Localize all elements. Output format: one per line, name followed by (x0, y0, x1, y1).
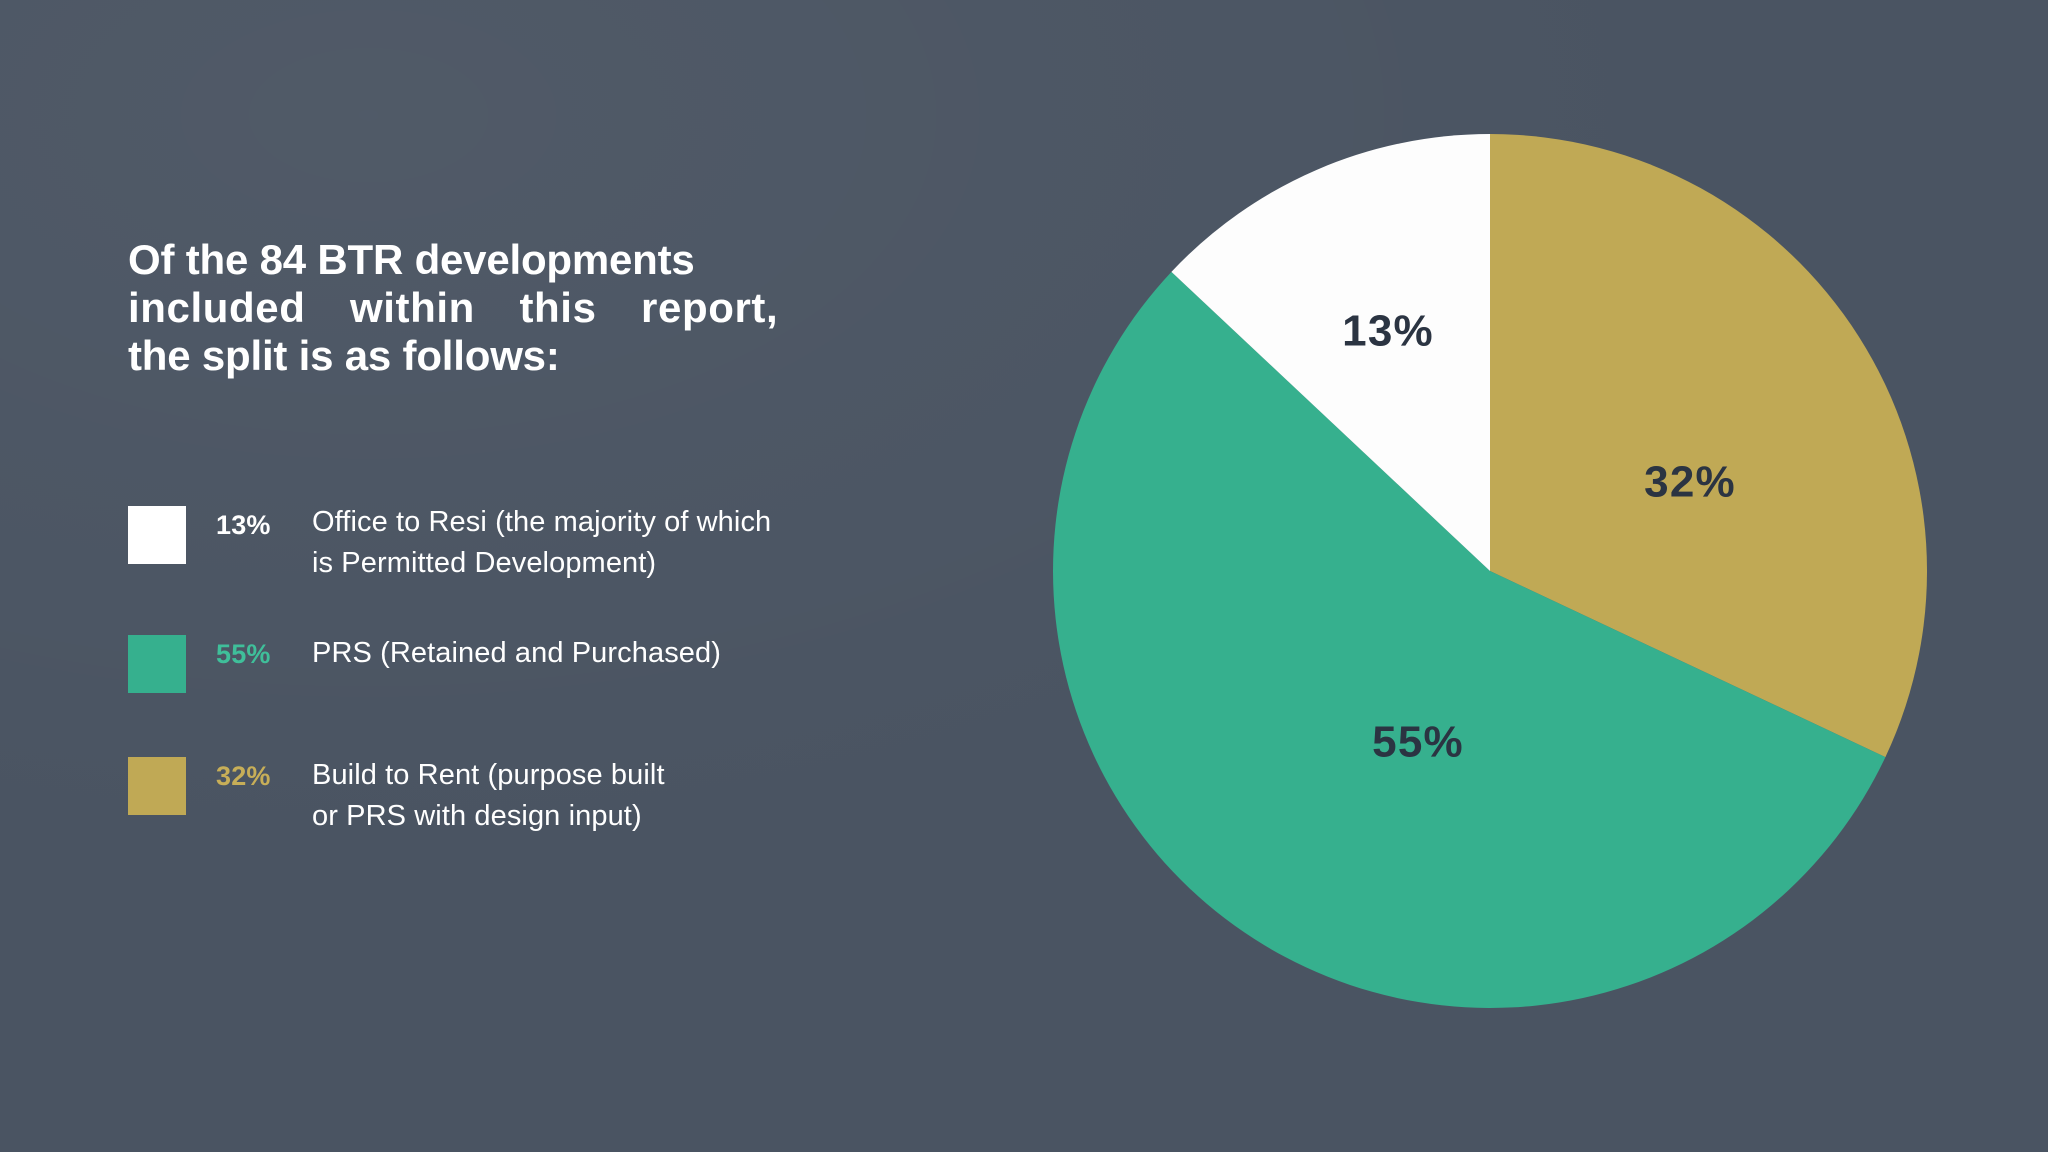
pie-slice[interactable] (1490, 134, 1927, 758)
pie-slice-group (1053, 134, 1927, 1008)
left-panel: Of the 84 BTR developments included with… (128, 236, 968, 380)
legend-swatch-icon (128, 757, 186, 816)
chart-legend: 13% Office to Resi (the majority of whic… (128, 490, 988, 836)
legend-percent: 32% (216, 761, 271, 792)
legend-label-line-2: or PRS with design input) (312, 799, 642, 832)
legend-item-office-to-resi[interactable]: 13% Office to Resi (the majority of whic… (128, 490, 988, 583)
legend-swatch-icon (128, 506, 186, 564)
headline-line-3: the split is as follows: (128, 331, 560, 379)
legend-percent: 55% (216, 639, 271, 670)
legend-label-line-1: Build to Rent (purpose built (312, 759, 665, 792)
legend-label: Build to Rent (purpose built or PRS with… (312, 755, 988, 836)
legend-label: Office to Resi (the majority of which is… (312, 502, 988, 583)
pie-chart: 32% 55% 13% (1053, 134, 1927, 1008)
pie-slice[interactable] (1171, 134, 1490, 571)
legend-item-build-to-rent[interactable]: 32% Build to Rent (purpose built or PRS … (128, 755, 988, 836)
legend-swatch-icon (128, 635, 186, 694)
legend-label-line-2: is Permitted Development) (312, 546, 657, 579)
headline-line-1: Of the 84 BTR developments (128, 236, 695, 283)
pie-slice-label: 32% (1644, 458, 1736, 507)
legend-label-line-1: PRS (Retained and Purchased) (312, 637, 722, 670)
pie-chart-svg: 32% 55% 13% (1053, 134, 1927, 1008)
legend-label: PRS (Retained and Purchased) (312, 633, 988, 674)
pie-slice-label: 13% (1342, 307, 1434, 356)
pie-label-group: 32% 55% 13% (1342, 307, 1736, 767)
headline-line-2: included within this report, (128, 283, 779, 331)
legend-percent: 13% (216, 510, 271, 540)
legend-item-prs[interactable]: 55% PRS (Retained and Purchased) (128, 633, 988, 694)
pie-slice-label: 55% (1372, 718, 1464, 767)
pie-slice[interactable] (1053, 271, 1886, 1008)
page-title: Of the 84 BTR developments included with… (128, 236, 968, 380)
legend-label-line-1: Office to Resi (the majority of which (312, 506, 772, 538)
